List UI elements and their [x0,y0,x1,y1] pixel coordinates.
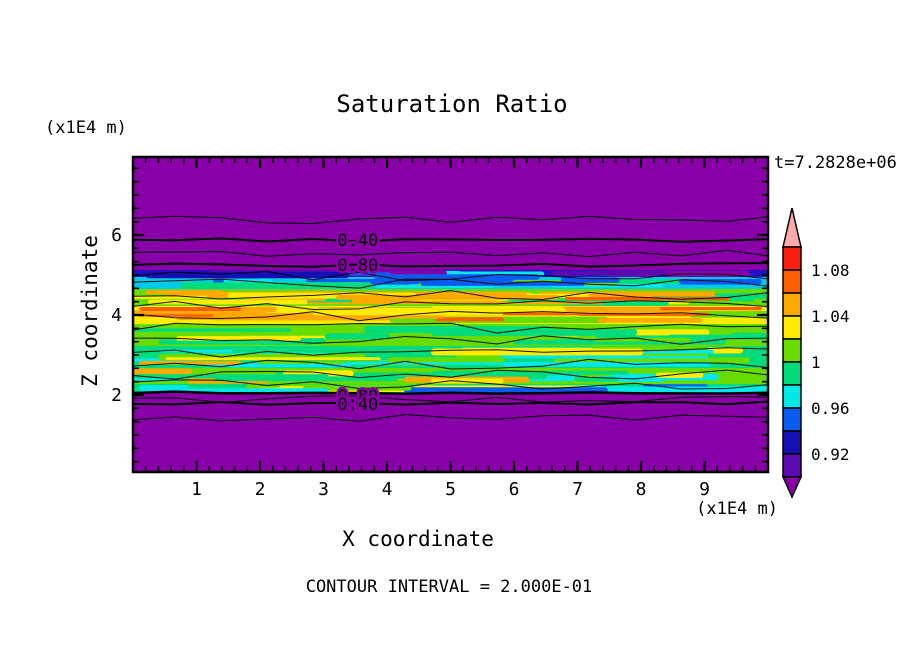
contour-line [133,300,768,310]
contour-label: 0.80 [337,387,378,407]
colorbar-segment [782,407,802,432]
x-tick-label: 5 [445,479,456,500]
plot-area: 0.400.800.800.40 [131,155,770,474]
x-axis-tick-labels: 1 2 3 4 5 6 7 8 9 [191,479,710,500]
field-streak [165,357,381,361]
field-streak [133,368,192,375]
field-streak [689,311,768,318]
x-tick-label: 4 [382,479,393,500]
field-feature [145,290,222,295]
contour-line [133,290,768,300]
field-streak [553,357,750,364]
plot-frame [131,155,770,474]
x-tick-label: 7 [572,479,583,500]
field-feature [660,307,762,311]
field-feature [139,307,241,311]
contour-line [133,369,768,380]
contour-line [133,347,768,358]
contour-line [133,390,768,396]
colorbar-tick-label: 0.96 [811,399,850,418]
colorbar-segment [782,453,802,478]
field-streak [435,317,504,322]
field-feature [374,274,540,280]
colorbar-tick-label: 1.08 [811,261,850,280]
x-axis-units-label: (x1E4 m) [696,499,778,519]
saturation-field [133,270,768,393]
field-streak [133,310,224,315]
x-tick-label: 9 [699,479,710,500]
field-streak [364,325,548,333]
field-streak [597,318,703,323]
field-streak [655,372,704,378]
x-tick-label: 2 [255,479,266,500]
field-streak [387,357,505,363]
time-annotation: t=7.2828e+06 [774,153,897,173]
x-tick-label: 6 [509,479,520,500]
colorbar-segment [782,269,802,294]
field-streak [343,362,558,365]
contour-line [133,414,768,422]
x-tick-label: 3 [318,479,329,500]
contour-lines [133,215,768,422]
field-streak [133,328,291,332]
contour-line [133,335,768,345]
field-streak [138,385,190,393]
colorbar-segment [782,361,802,386]
contour-line [133,262,768,268]
field-streak [432,370,629,375]
y-tick-label: 4 [111,305,122,326]
axis-ticks [134,158,767,471]
contour-line [133,322,768,334]
colorbar-tick-label: 0.92 [811,445,850,464]
chart-title: Saturation Ratio [336,90,567,118]
minor-ticks [134,158,767,471]
x-tick-label: 1 [191,479,202,500]
y-axis-tick-labels: 2 4 6 [111,225,122,406]
colorbar-segment [782,292,802,317]
field-streak [325,309,487,315]
field-feature [552,271,667,276]
colorbar-segment [782,338,802,363]
contour-line [133,278,768,289]
major-ticks [134,158,767,471]
contour-line [133,310,768,322]
colorbar-segment [782,430,802,455]
y-axis-title: Z coordinate [78,235,102,387]
field-streak [592,337,691,342]
colorbar-segment [782,384,802,409]
contour-value-labels: 0.400.800.800.40 [335,228,381,417]
y-axis-units-label: (x1E4 m) [45,118,127,138]
contour-line [133,249,768,258]
x-axis-title: X coordinate [342,527,494,551]
y-tick-label: 6 [111,225,122,246]
field-streak [214,377,398,382]
contour-interval-label: CONTOUR INTERVAL = 2.000E-01 [306,577,593,597]
colorbar: 1.08 1.04 1 0.96 0.92 [781,207,850,499]
field-streak [588,291,716,298]
field-streak [571,386,768,393]
y-tick-label: 2 [111,385,122,406]
colorbar-tick-label: 1.04 [811,307,850,326]
x-tick-label: 8 [636,479,647,500]
contour-label: 0.40 [337,231,378,251]
contour-label: 0.40 [337,395,378,415]
contour-label: 0.80 [337,256,378,276]
colorbar-segment [782,315,802,340]
contour-line [133,379,768,390]
contour-line [133,358,768,370]
colorbar-over-arrow [782,207,802,248]
contour-line [133,237,768,243]
field-streak [324,333,390,340]
field-feature [564,297,730,301]
colorbar-under-arrow [781,476,803,499]
colorbar-tick-label: 1 [811,353,821,372]
colorbar-segment [782,246,802,271]
contour-line [133,400,768,406]
field-streak [430,378,504,384]
contour-line [133,215,768,224]
